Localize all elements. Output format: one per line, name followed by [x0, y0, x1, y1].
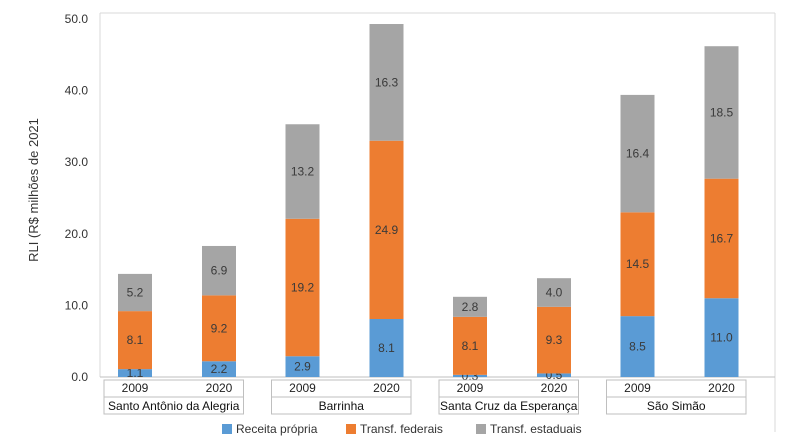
- bar-transf-estaduais: [537, 278, 571, 307]
- bar-transf-federais: [202, 295, 236, 362]
- legend-label-transf-estaduais: Transf. estaduais: [490, 422, 582, 436]
- bar-transf-federais: [118, 311, 152, 370]
- data-label-transf-estaduais: 16.4: [626, 147, 650, 161]
- data-label-transf-federais: 14.5: [626, 257, 650, 271]
- axes: 0.0 10.0 20.0 30.0 40.0 50.0: [65, 12, 776, 432]
- y-tick-label: 50.0: [65, 12, 89, 26]
- data-label-transf-federais: 8.1: [462, 339, 479, 353]
- y-tick-label: 40.0: [65, 84, 89, 98]
- bar-transf-estaduais: [369, 24, 404, 141]
- bar-receita-propria: [704, 298, 739, 377]
- data-label-transf-federais: 9.3: [546, 333, 563, 347]
- data-label-receita-propria: 2.2: [211, 362, 228, 376]
- y-tick-label: 30.0: [65, 155, 89, 169]
- x-year-label: 2020: [708, 381, 735, 395]
- data-label-transf-federais: 16.7: [710, 231, 734, 245]
- bar-receita-propria: [285, 356, 320, 377]
- data-label-transf-estaduais: 13.2: [291, 165, 315, 179]
- data-label-transf-federais: 8.1: [127, 333, 144, 347]
- data-label-transf-estaduais: 16.3: [375, 75, 399, 89]
- bar-transf-federais: [620, 212, 655, 317]
- data-label-receita-propria: 8.5: [629, 340, 646, 354]
- data-label-transf-federais: 9.2: [211, 321, 228, 335]
- y-tick-label: 10.0: [65, 298, 89, 312]
- bar-receita-propria: [453, 374, 487, 377]
- y-tick-label: 20.0: [65, 227, 89, 241]
- bar-receita-propria: [118, 369, 152, 377]
- x-group-label: Santo Antônio da Alegria: [108, 399, 240, 413]
- y-tick-label: 0.0: [71, 370, 88, 384]
- bar-transf-federais: [369, 140, 404, 320]
- x-group-label: Santa Cruz da Esperança: [440, 399, 578, 413]
- y-axis-label: RLI (R$ milhões de 2021: [26, 118, 41, 262]
- x-group-label: Barrinha: [319, 399, 365, 413]
- x-year-label: 2020: [541, 381, 568, 395]
- legend-label-transf-federais: Transf. federais: [360, 422, 443, 436]
- data-label-receita-propria: 2.9: [294, 360, 311, 374]
- x-year-label: 2009: [122, 381, 149, 395]
- legend-swatch-transf-estaduais: [476, 424, 486, 434]
- data-label-transf-estaduais: 6.9: [211, 264, 228, 278]
- bar-receita-propria: [202, 361, 236, 377]
- data-label-transf-estaduais: 4.0: [546, 286, 563, 300]
- x-year-label: 2009: [457, 381, 484, 395]
- bar-receita-propria: [369, 319, 404, 377]
- bar-receita-propria: [537, 373, 571, 377]
- x-year-label: 2009: [624, 381, 651, 395]
- data-label-receita-propria: 11.0: [710, 331, 733, 345]
- bar-transf-estaduais: [453, 296, 487, 317]
- x-year-label: 2020: [373, 381, 400, 395]
- bar-transf-estaduais: [285, 124, 320, 219]
- bar-transf-estaduais: [118, 273, 152, 312]
- data-label-transf-estaduais: 2.8: [462, 300, 479, 314]
- bar-transf-estaduais: [620, 94, 655, 213]
- x-year-label: 2020: [206, 381, 233, 395]
- bars: 1.1 8.1 5.2 2.2 9.2 6.9 2.9 19.2 13.2 8.1 24.9 16.3…: [118, 24, 739, 383]
- x-axis-labels: 2009 2020 Santo Antônio da Alegria 2009 2020…: [103, 379, 747, 415]
- x-year-label: 2009: [289, 381, 316, 395]
- data-label-receita-propria: 1.1: [127, 366, 144, 380]
- bar-receita-propria: [620, 316, 655, 377]
- bar-transf-estaduais: [704, 46, 739, 179]
- data-label-transf-federais: 24.9: [375, 223, 399, 237]
- bar-transf-federais: [285, 218, 320, 357]
- bar-transf-federais: [453, 316, 487, 375]
- data-label-transf-estaduais: 18.5: [710, 105, 734, 119]
- bar-transf-federais: [537, 306, 571, 374]
- legend-swatch-transf-federais: [346, 424, 356, 434]
- legend: Receita própria Transf. federais Transf. e…: [222, 422, 582, 436]
- bar-transf-estaduais: [202, 245, 236, 296]
- data-label-receita-propria: 8.1: [378, 341, 395, 355]
- x-group-label: São Simão: [647, 399, 706, 413]
- bar-transf-federais: [704, 178, 739, 299]
- legend-label-receita-propria: Receita própria: [236, 422, 318, 436]
- data-label-transf-estaduais: 5.2: [127, 286, 144, 300]
- data-label-transf-federais: 19.2: [291, 281, 315, 295]
- legend-swatch-receita-propria: [222, 424, 232, 434]
